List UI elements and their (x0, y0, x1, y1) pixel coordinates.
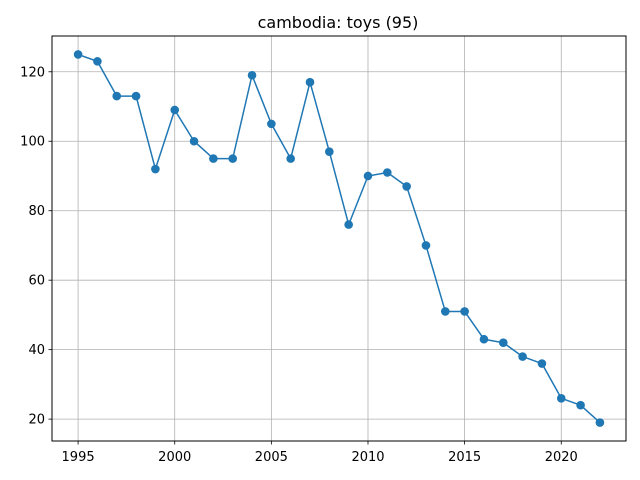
data-point (518, 352, 527, 361)
y-tick-label: 100 (20, 135, 45, 150)
series-line (77, 53, 601, 424)
data-point (498, 338, 508, 348)
data-point (151, 164, 160, 174)
data-point (421, 241, 431, 250)
data-point (112, 91, 122, 101)
series-layer (73, 50, 605, 427)
data-point (363, 171, 373, 181)
data-point (267, 119, 276, 129)
data-point (228, 154, 238, 163)
data-point (383, 168, 392, 177)
y-tick-label: 80 (28, 204, 45, 219)
data-point (325, 147, 334, 156)
plot-frame (51, 35, 627, 442)
data-point (402, 182, 411, 191)
data-point (595, 418, 605, 427)
data-point (286, 154, 295, 163)
data-point (189, 136, 199, 146)
chart-title: cambodia: toys (95) (258, 13, 419, 32)
data-point (73, 50, 83, 59)
x-tick-label: 2020 (545, 450, 578, 465)
data-point (460, 307, 469, 316)
data-point (440, 307, 450, 316)
y-tick-label: 120 (20, 65, 45, 80)
grid (52, 36, 626, 441)
data-point (537, 359, 547, 368)
y-tick-label: 40 (28, 343, 45, 358)
data-point (209, 154, 218, 163)
data-point (93, 57, 102, 66)
data-point (305, 77, 315, 87)
x-tick-label: 2015 (448, 450, 481, 465)
data-point (344, 220, 353, 229)
y-tick-label: 60 (28, 274, 45, 289)
data-point (576, 400, 585, 410)
x-tick-label: 2000 (158, 450, 191, 465)
x-tick-label: 2005 (255, 450, 288, 465)
data-point (479, 334, 489, 344)
data-point (247, 70, 257, 80)
data-point (556, 393, 566, 403)
y-tick-label: 20 (28, 413, 45, 428)
data-point (131, 91, 141, 101)
x-tick-label: 1995 (62, 450, 95, 465)
data-point (170, 105, 180, 115)
x-tick-label: 2010 (351, 450, 384, 465)
